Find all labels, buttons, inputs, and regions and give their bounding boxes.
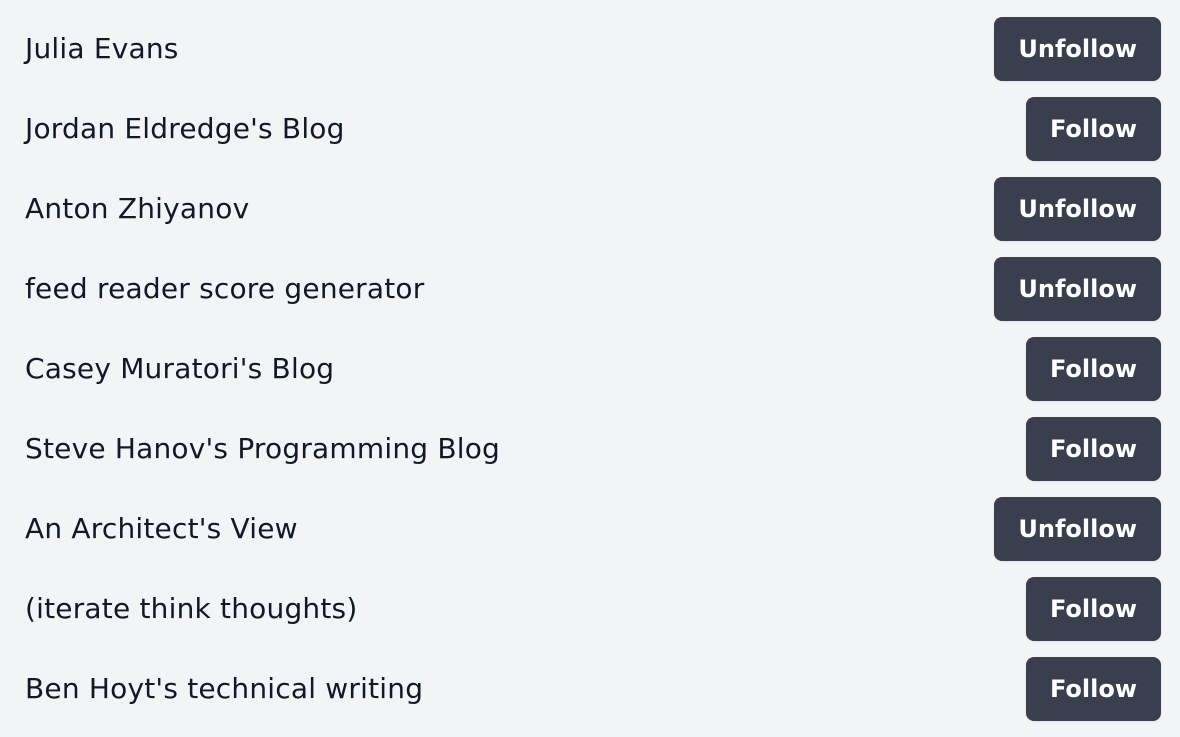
feed-title: Julia Evans — [25, 32, 179, 65]
unfollow-button[interactable]: Unfollow — [994, 17, 1161, 81]
unfollow-button[interactable]: Unfollow — [994, 177, 1161, 241]
feed-title: Jordan Eldredge's Blog — [25, 112, 345, 145]
feed-title: Anton Zhiyanov — [25, 192, 250, 225]
feed-row: Jordan Eldredge's Blog Follow — [25, 97, 1161, 177]
follow-button[interactable]: Follow — [1025, 577, 1161, 641]
feed-row: Ben Hoyt's technical writing Follow — [25, 657, 1161, 737]
unfollow-button[interactable]: Unfollow — [994, 257, 1161, 321]
feed-row: feed reader score generator Unfollow — [25, 257, 1161, 337]
feed-row: Julia Evans Unfollow — [25, 17, 1161, 97]
feed-row: Anton Zhiyanov Unfollow — [25, 177, 1161, 257]
feed-row: Casey Muratori's Blog Follow — [25, 337, 1161, 417]
feed-row: An Architect's View Unfollow — [25, 497, 1161, 577]
feed-title: An Architect's View — [25, 512, 298, 545]
feed-title: Ben Hoyt's technical writing — [25, 672, 424, 705]
feed-title: Steve Hanov's Programming Blog — [25, 432, 501, 465]
follow-button[interactable]: Follow — [1025, 97, 1161, 161]
follow-button[interactable]: Follow — [1025, 657, 1161, 721]
follow-button[interactable]: Follow — [1025, 337, 1161, 401]
feed-title: feed reader score generator — [25, 272, 425, 305]
feed-title: (iterate think thoughts) — [25, 592, 358, 625]
follow-button[interactable]: Follow — [1025, 417, 1161, 481]
feed-row: (iterate think thoughts) Follow — [25, 577, 1161, 657]
feed-title: Casey Muratori's Blog — [25, 352, 335, 385]
feed-row: Steve Hanov's Programming Blog Follow — [25, 417, 1161, 497]
unfollow-button[interactable]: Unfollow — [994, 497, 1161, 561]
